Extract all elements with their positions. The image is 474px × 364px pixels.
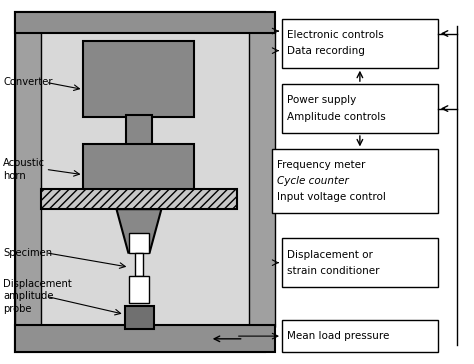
Text: strain conditioner: strain conditioner [287, 266, 379, 276]
Text: Data recording: Data recording [287, 47, 365, 56]
Bar [282, 238, 438, 287]
Bar [282, 19, 438, 68]
Bar [15, 12, 265, 352]
Bar [125, 306, 154, 329]
Bar [83, 40, 194, 117]
Text: Amplitude controls: Amplitude controls [287, 112, 385, 122]
Text: Cycle counter: Cycle counter [277, 176, 349, 186]
Polygon shape [117, 209, 161, 253]
Text: Displacement or: Displacement or [287, 250, 373, 260]
Text: Electronic controls: Electronic controls [287, 30, 383, 40]
Bar [15, 30, 41, 327]
Bar [273, 149, 438, 213]
Bar [282, 320, 438, 352]
Bar [126, 115, 152, 146]
Bar [41, 33, 249, 325]
Text: Displacement
amplitude
probe: Displacement amplitude probe [3, 279, 72, 314]
Bar [83, 144, 194, 193]
Text: Input voltage control: Input voltage control [277, 192, 386, 202]
Text: Acoustic
horn: Acoustic horn [3, 158, 45, 181]
Bar [129, 233, 149, 253]
Bar [41, 189, 237, 209]
Bar [15, 325, 275, 352]
Bar [15, 12, 275, 33]
Text: Specimen: Specimen [3, 248, 52, 258]
Bar [249, 30, 275, 327]
Text: Frequency meter: Frequency meter [277, 160, 365, 170]
Bar [282, 84, 438, 133]
Bar [129, 276, 149, 304]
Text: Mean load pressure: Mean load pressure [287, 331, 389, 341]
Text: Converter: Converter [3, 77, 53, 87]
Bar [136, 253, 143, 276]
Text: Power supply: Power supply [287, 95, 356, 106]
